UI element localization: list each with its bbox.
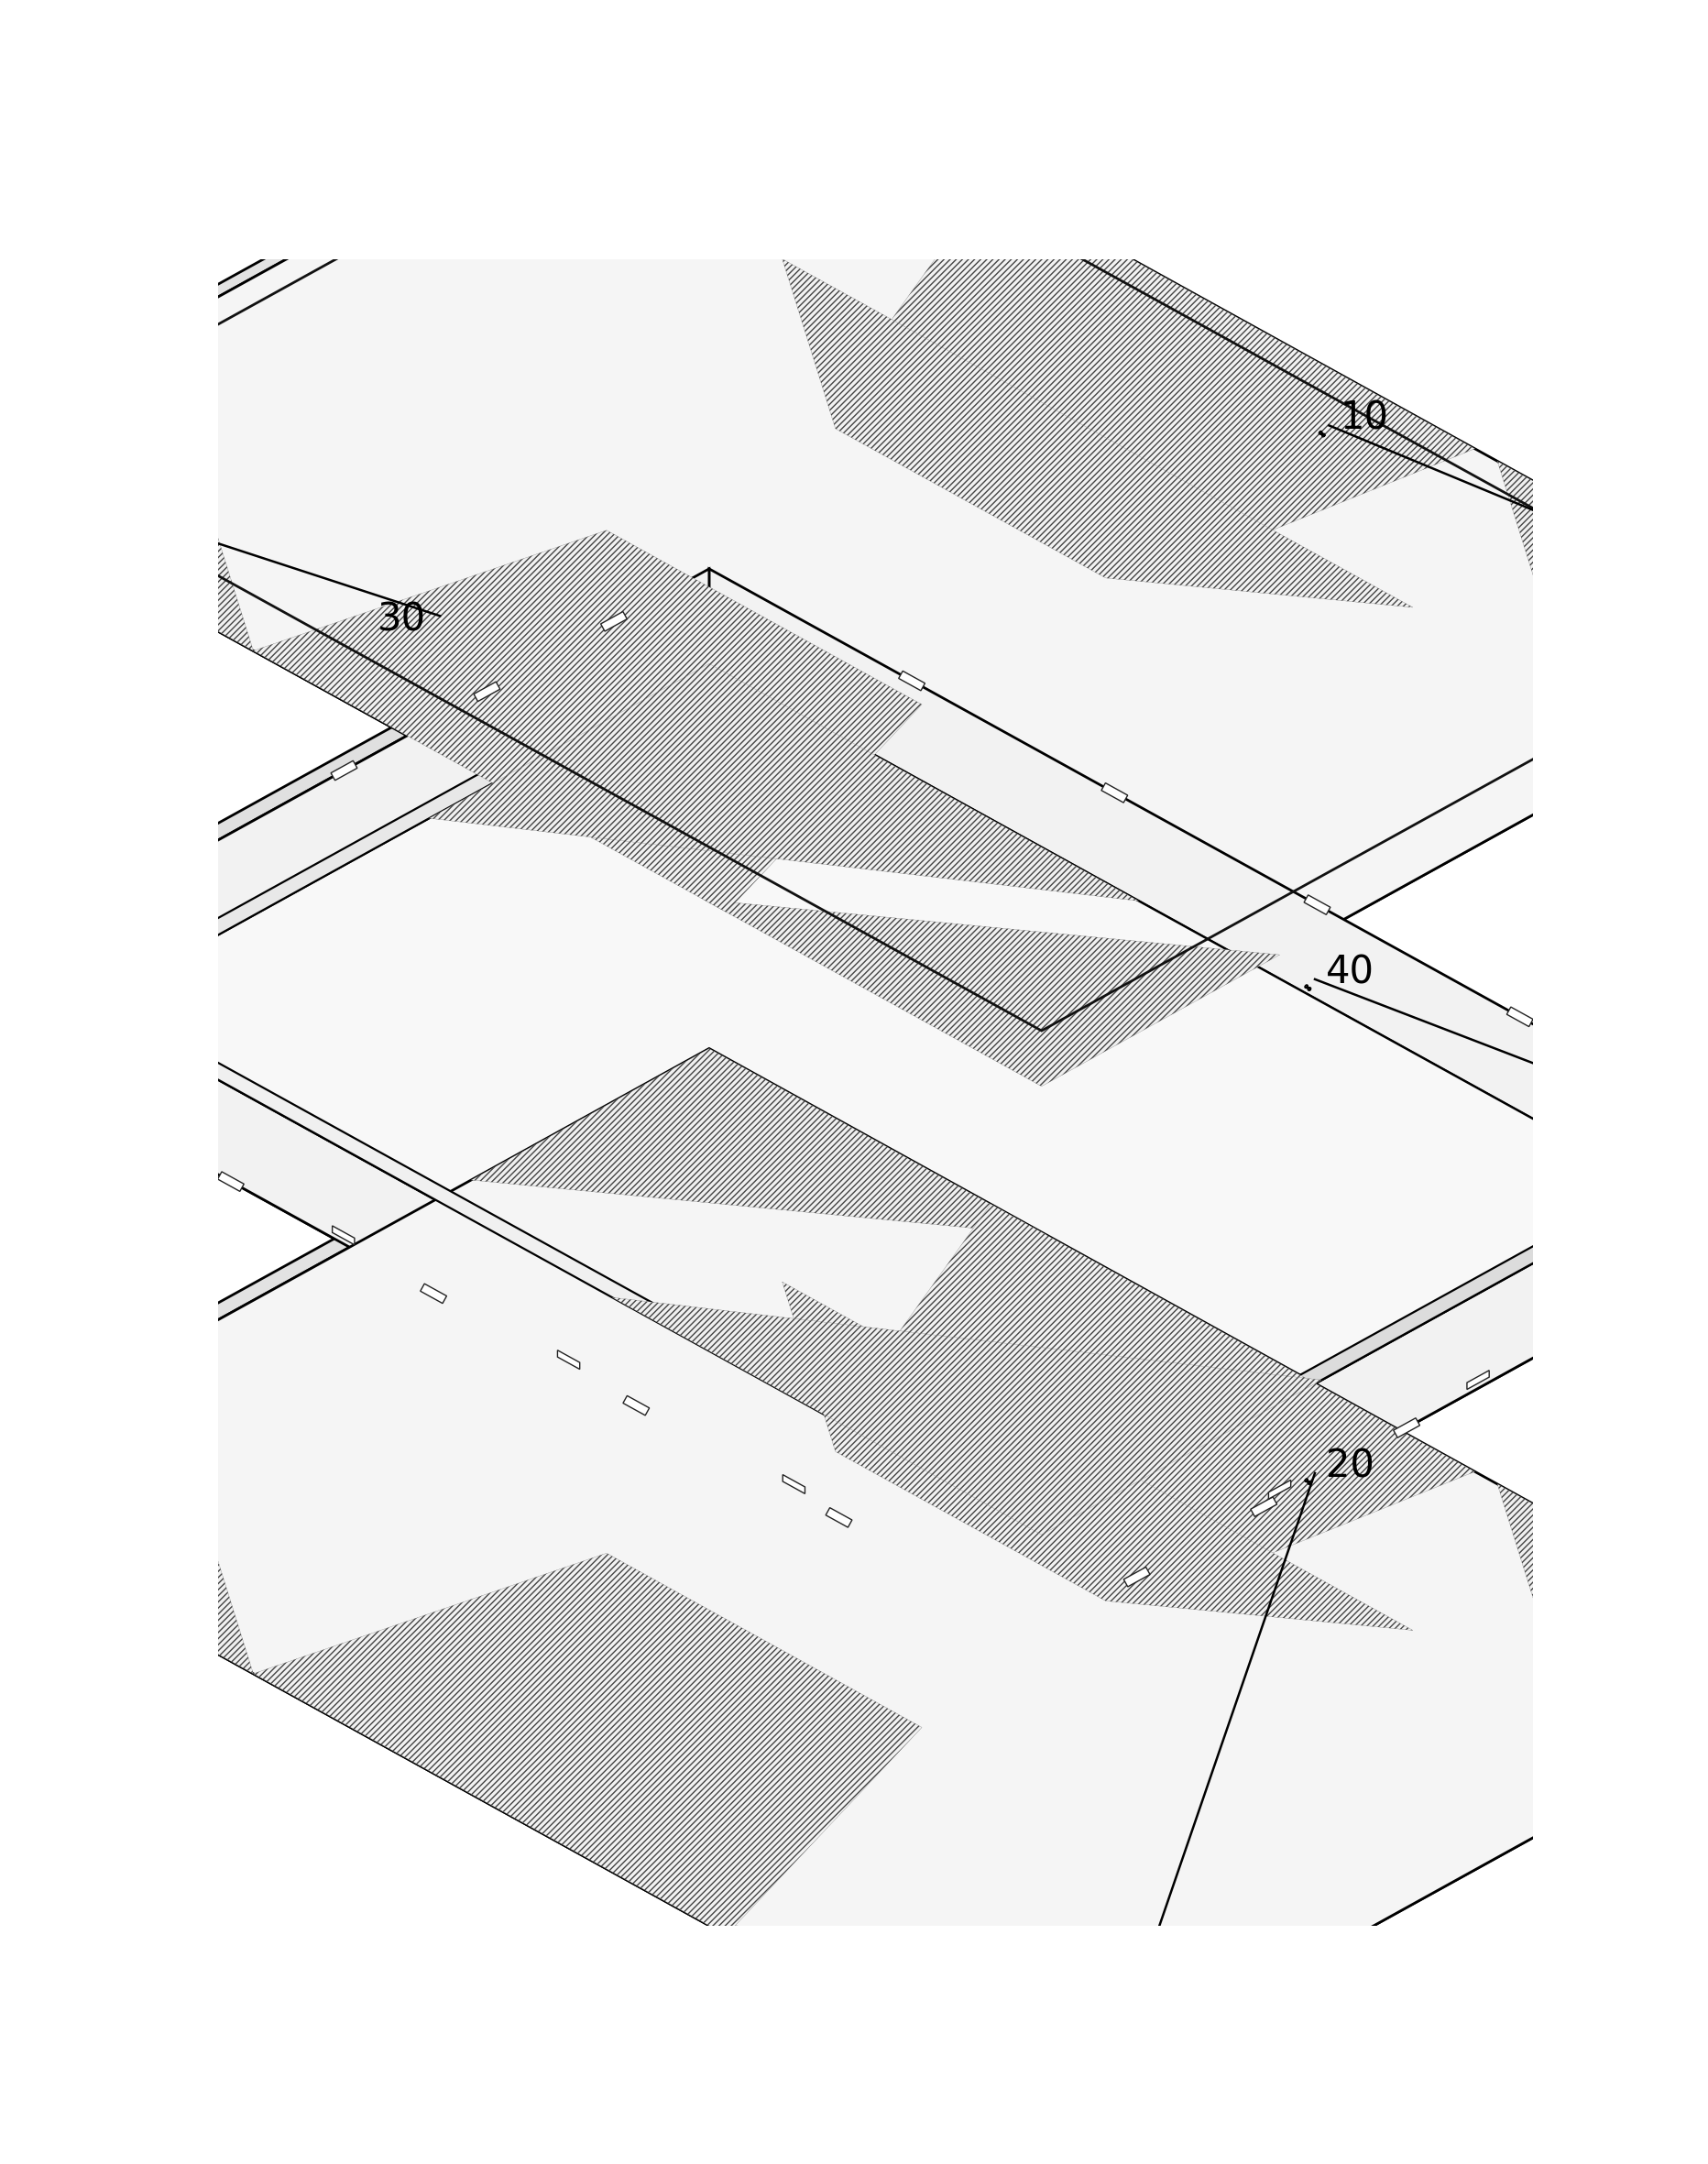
Polygon shape bbox=[0, 26, 1708, 1086]
Polygon shape bbox=[0, 552, 709, 1006]
Polygon shape bbox=[828, 1203, 1474, 1604]
Polygon shape bbox=[1042, 1653, 1708, 2110]
Polygon shape bbox=[1506, 1006, 1534, 1026]
Polygon shape bbox=[825, 1508, 852, 1528]
Polygon shape bbox=[38, 1071, 63, 1093]
Polygon shape bbox=[1269, 1480, 1291, 1500]
Text: 40: 40 bbox=[1325, 952, 1373, 991]
Text: 10: 10 bbox=[1339, 398, 1389, 437]
Text: 30: 30 bbox=[377, 599, 425, 638]
Polygon shape bbox=[333, 1225, 355, 1244]
Polygon shape bbox=[1042, 1190, 1708, 1629]
Polygon shape bbox=[253, 1554, 922, 1935]
Polygon shape bbox=[0, 1006, 1042, 1629]
Polygon shape bbox=[429, 664, 1139, 900]
Polygon shape bbox=[0, 1355, 253, 1673]
Polygon shape bbox=[253, 530, 922, 911]
Polygon shape bbox=[108, 1101, 130, 1121]
Polygon shape bbox=[782, 1474, 804, 1493]
Polygon shape bbox=[87, 664, 1664, 1534]
Polygon shape bbox=[1498, 1485, 1708, 1803]
Polygon shape bbox=[1102, 783, 1127, 803]
Polygon shape bbox=[0, 452, 1042, 1086]
Polygon shape bbox=[188, 840, 215, 859]
Polygon shape bbox=[0, 333, 253, 651]
Polygon shape bbox=[1042, 1175, 1664, 1534]
Polygon shape bbox=[1498, 461, 1708, 779]
Polygon shape bbox=[704, 1922, 1279, 2110]
Polygon shape bbox=[557, 1350, 579, 1370]
Polygon shape bbox=[1250, 1497, 1278, 1517]
Polygon shape bbox=[331, 762, 357, 781]
Polygon shape bbox=[1665, 1262, 1688, 1279]
Polygon shape bbox=[471, 26, 1047, 212]
Polygon shape bbox=[898, 671, 926, 690]
Polygon shape bbox=[1042, 634, 1708, 1086]
Polygon shape bbox=[1124, 1567, 1149, 1586]
Polygon shape bbox=[471, 1050, 1047, 1236]
Polygon shape bbox=[420, 1283, 447, 1303]
Text: 20: 20 bbox=[1325, 1448, 1373, 1485]
Polygon shape bbox=[0, 569, 709, 1006]
Polygon shape bbox=[828, 182, 1474, 582]
Polygon shape bbox=[1688, 1106, 1708, 1125]
Polygon shape bbox=[0, 1032, 709, 1487]
Polygon shape bbox=[1394, 1417, 1419, 1437]
Polygon shape bbox=[709, 569, 1708, 1190]
Polygon shape bbox=[217, 1171, 244, 1192]
Polygon shape bbox=[1679, 1259, 1706, 1279]
Polygon shape bbox=[87, 991, 1042, 1534]
Polygon shape bbox=[0, 1469, 1042, 2110]
Polygon shape bbox=[1303, 896, 1331, 915]
Polygon shape bbox=[473, 682, 500, 701]
Polygon shape bbox=[601, 612, 627, 632]
Polygon shape bbox=[0, 13, 709, 463]
Polygon shape bbox=[782, 1281, 1413, 1629]
Polygon shape bbox=[623, 1396, 649, 1415]
Polygon shape bbox=[782, 260, 1413, 608]
Polygon shape bbox=[1535, 1340, 1563, 1359]
Polygon shape bbox=[1042, 1175, 1708, 1629]
Polygon shape bbox=[44, 918, 72, 939]
Polygon shape bbox=[611, 1298, 1322, 1534]
Polygon shape bbox=[0, 1050, 1708, 2110]
Polygon shape bbox=[87, 647, 709, 1006]
Polygon shape bbox=[704, 900, 1279, 1086]
Polygon shape bbox=[1467, 1370, 1489, 1389]
Polygon shape bbox=[0, 991, 1042, 1629]
